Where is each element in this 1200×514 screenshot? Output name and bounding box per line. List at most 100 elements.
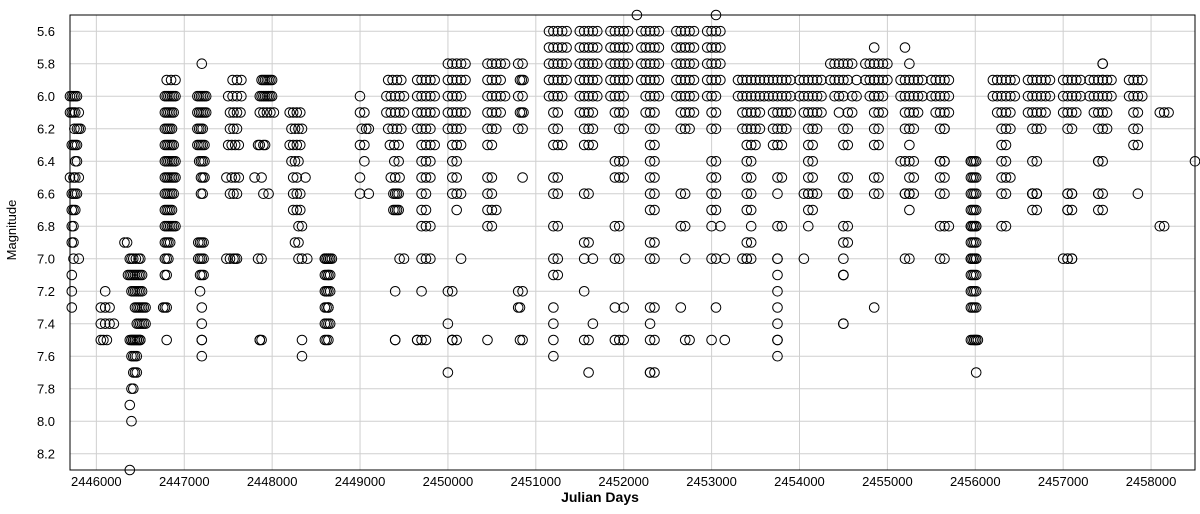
- data-point: [772, 107, 783, 118]
- data-point: [574, 74, 586, 86]
- data-point: [609, 156, 621, 167]
- data-point: [1101, 74, 1113, 86]
- data-point: [393, 139, 405, 151]
- data-point: [482, 334, 493, 346]
- data-point: [776, 123, 788, 135]
- data-point: [772, 350, 783, 362]
- data-point: [1158, 107, 1170, 118]
- data-point: [649, 237, 660, 248]
- data-point: [671, 74, 682, 86]
- data-point: [803, 90, 814, 102]
- data-point: [291, 172, 303, 183]
- data-point: [451, 74, 463, 86]
- data-point: [609, 58, 621, 70]
- data-point: [649, 90, 660, 102]
- data-point: [161, 302, 172, 313]
- data-point: [578, 25, 590, 37]
- data-point: [411, 90, 423, 102]
- data-point: [556, 58, 568, 70]
- data-point: [864, 74, 876, 86]
- data-point: [68, 220, 79, 232]
- data-point: [684, 74, 695, 86]
- data-point: [231, 188, 243, 199]
- data-point: [1093, 107, 1104, 118]
- data-point: [737, 107, 748, 118]
- data-point: [934, 253, 946, 265]
- data-point: [286, 156, 297, 167]
- data-point: [194, 286, 206, 297]
- data-point: [389, 286, 401, 297]
- data-point: [917, 74, 928, 86]
- data-point: [996, 123, 1007, 135]
- data-point: [583, 367, 594, 378]
- data-point: [803, 204, 814, 216]
- data-point: [772, 318, 783, 330]
- data-point: [811, 188, 823, 199]
- x-tick-label: 2454000: [774, 474, 825, 489]
- data-point: [161, 74, 172, 86]
- data-point: [706, 220, 717, 232]
- data-point: [1093, 156, 1104, 167]
- data-point: [196, 334, 208, 346]
- data-point: [552, 58, 564, 70]
- data-point: [266, 90, 278, 102]
- data-point: [389, 139, 400, 151]
- data-point: [592, 74, 603, 86]
- data-point: [354, 90, 366, 102]
- data-point: [587, 253, 599, 265]
- data-point: [447, 107, 458, 118]
- data-point: [644, 123, 656, 135]
- data-point: [517, 172, 528, 183]
- data-point: [1093, 188, 1104, 199]
- data-point: [291, 107, 303, 118]
- data-point: [583, 74, 594, 86]
- data-point: [416, 107, 427, 118]
- data-point: [518, 74, 529, 86]
- x-tick-label: 2447000: [159, 474, 210, 489]
- data-point: [644, 367, 656, 378]
- data-point: [904, 123, 915, 135]
- data-point: [1154, 220, 1166, 232]
- data-point: [256, 172, 267, 183]
- data-point: [772, 302, 783, 313]
- data-point: [609, 107, 621, 118]
- data-point: [389, 172, 401, 183]
- data-point: [1123, 74, 1135, 86]
- data-point: [1000, 123, 1012, 135]
- data-point: [451, 334, 463, 346]
- data-point: [583, 139, 594, 151]
- data-point: [1097, 90, 1108, 102]
- data-point: [939, 123, 950, 135]
- data-point: [904, 58, 915, 70]
- data-point: [741, 107, 753, 118]
- data-point: [1128, 123, 1139, 135]
- data-point: [772, 188, 783, 199]
- data-point: [99, 318, 111, 330]
- data-point: [199, 156, 210, 167]
- data-point: [899, 188, 911, 199]
- data-point: [165, 74, 177, 86]
- data-point: [776, 139, 788, 151]
- data-point: [512, 286, 524, 297]
- data-point: [842, 188, 854, 199]
- data-point: [495, 107, 507, 118]
- data-point: [1031, 123, 1043, 135]
- data-point: [609, 90, 621, 102]
- data-point: [455, 107, 467, 118]
- data-point: [706, 42, 717, 53]
- data-point: [198, 237, 209, 248]
- data-point: [899, 107, 911, 118]
- data-point: [1040, 90, 1051, 102]
- data-point: [679, 123, 691, 135]
- data-point: [360, 123, 372, 135]
- data-point: [451, 139, 463, 151]
- data-point: [548, 253, 559, 265]
- data-point: [811, 90, 823, 102]
- data-point: [618, 123, 630, 135]
- data-point: [295, 107, 306, 118]
- data-point: [1031, 107, 1043, 118]
- data-point: [991, 107, 1003, 118]
- data-point: [803, 188, 814, 199]
- data-point: [198, 253, 209, 265]
- data-point: [447, 90, 458, 102]
